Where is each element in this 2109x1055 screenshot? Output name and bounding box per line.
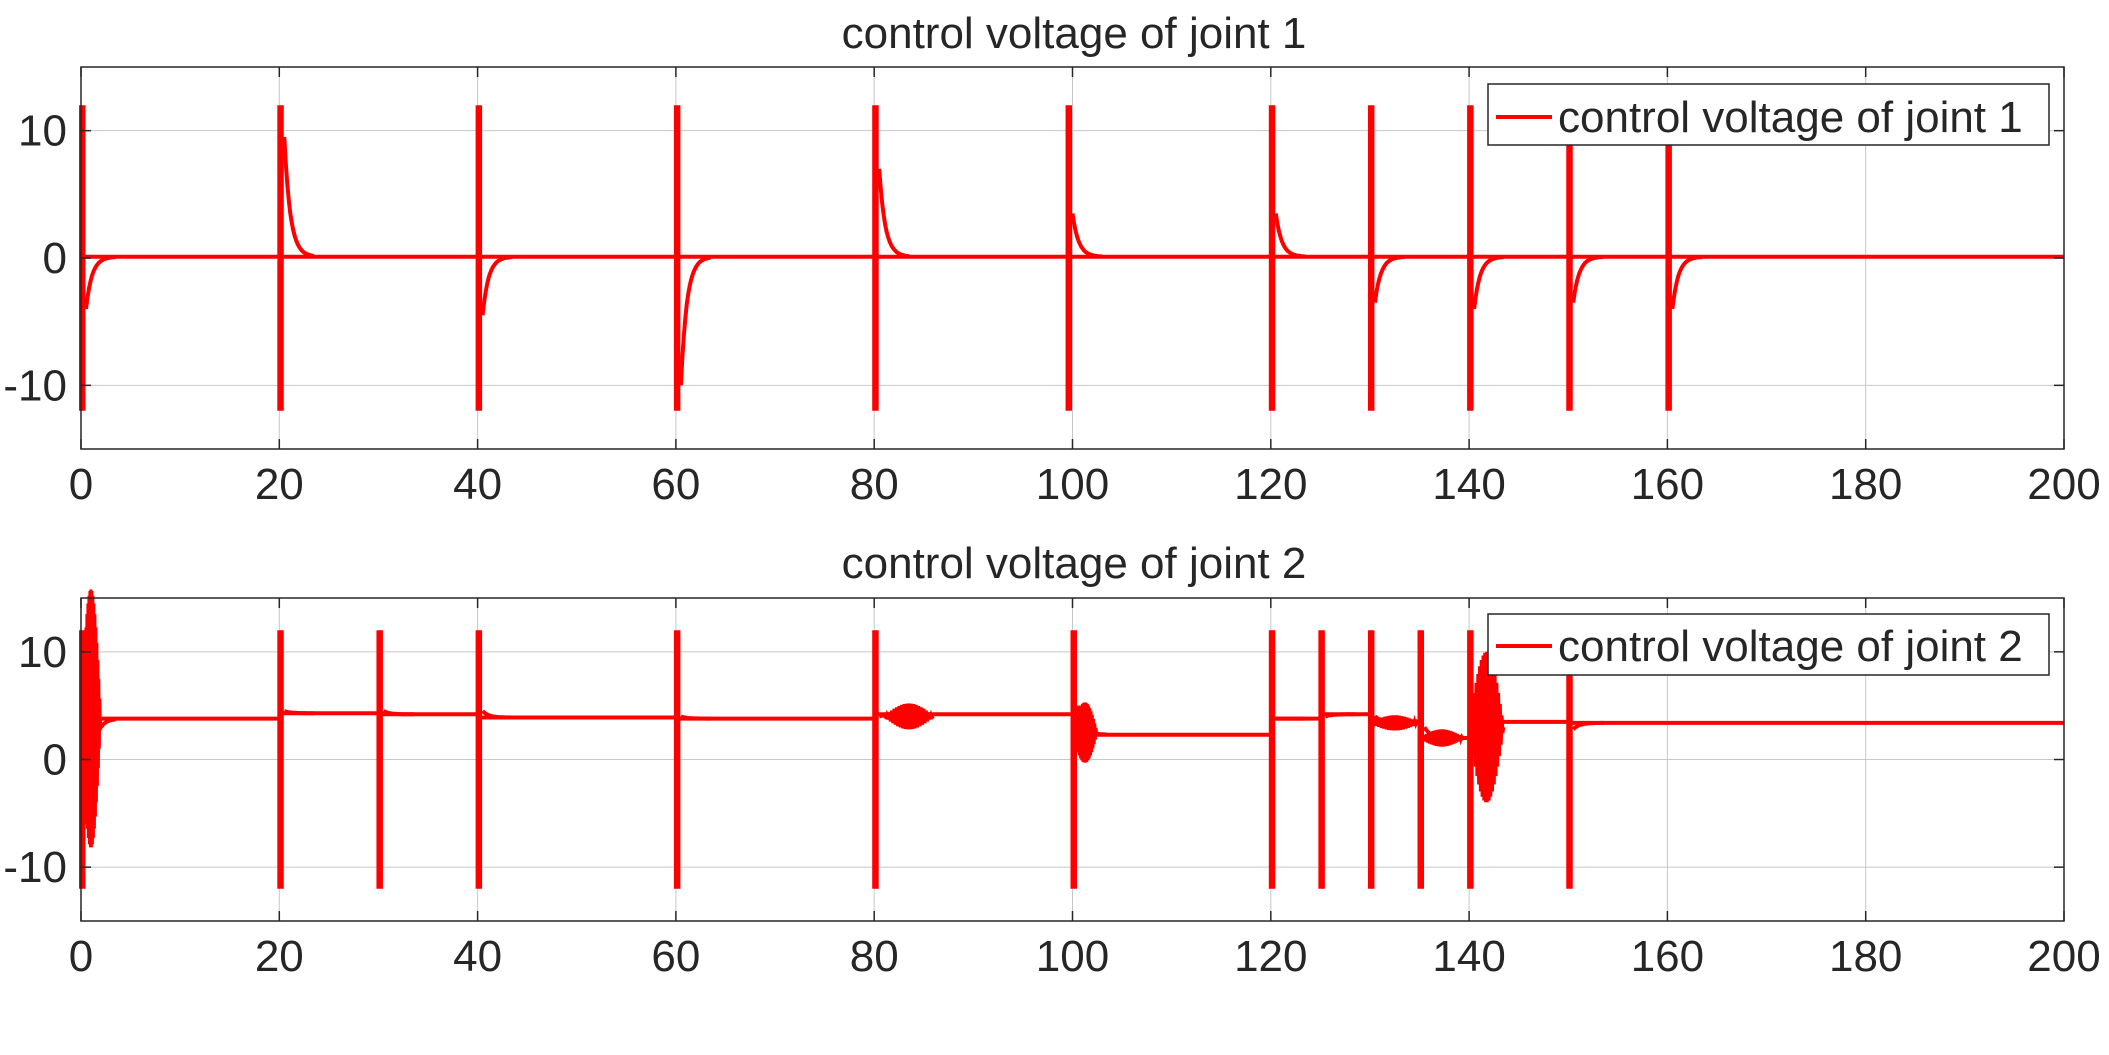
x-tick-label: 20	[255, 460, 304, 509]
legend: control voltage of joint 1	[1487, 83, 2050, 146]
series-spike-tail	[1324, 712, 1356, 719]
y-tick-label: 10	[18, 628, 67, 677]
series-spike-tail	[84, 255, 116, 310]
x-tick-label: 180	[1829, 460, 1902, 509]
x-tick-label: 200	[2027, 932, 2100, 981]
series-spike-tail	[1273, 213, 1306, 259]
series-spike-tail	[282, 136, 315, 258]
y-tick-label: -10	[3, 361, 67, 410]
axis-ticks: 0 20 40 60 80 100 120 140 160 180 200 -10 0 10	[3, 67, 2101, 509]
series-spike-tail	[1472, 255, 1504, 310]
y-tick-label: 10	[18, 107, 67, 156]
series-oscillation	[1418, 729, 1465, 747]
series-oscillation	[883, 703, 935, 730]
x-tick-label: 200	[2027, 460, 2100, 509]
series-spike-tail	[680, 714, 711, 721]
chart-title: control voltage of joint 2	[842, 539, 1307, 588]
series-spike-tail	[1373, 714, 1405, 724]
x-tick-label: 100	[1036, 932, 1109, 981]
x-tick-label: 180	[1829, 932, 1902, 981]
chart-panel-joint-1: control voltage of joint 1 0 20 40 60 80 100 1…	[3, 9, 2100, 509]
series-spike-tail	[1075, 705, 1108, 737]
series-spike-tail	[382, 709, 414, 717]
series-spike-tail	[283, 709, 314, 716]
series-spike-tail	[1571, 255, 1604, 303]
series-line	[79, 589, 2064, 889]
series-line	[79, 105, 2064, 411]
legend-box	[1487, 83, 2050, 146]
series-oscillation	[1467, 651, 1506, 803]
legend-label: control voltage of joint 2	[1558, 622, 2023, 671]
series-spike-tail	[678, 255, 711, 386]
x-tick-label: 100	[1036, 460, 1109, 509]
x-tick-label: 20	[255, 932, 304, 981]
x-tick-label: 40	[453, 460, 502, 509]
x-tick-label: 40	[453, 932, 502, 981]
chart-panel-joint-2: control voltage of joint 2 0 20 40 60 80 100 1…	[3, 539, 2100, 981]
y-tick-label: -10	[3, 843, 67, 892]
x-tick-label: 60	[651, 932, 700, 981]
x-tick-label: 160	[1631, 460, 1704, 509]
series-spike-tail	[1670, 255, 1703, 310]
series-spike-tail	[1373, 255, 1405, 303]
x-tick-label: 80	[850, 460, 899, 509]
series-spike-tail	[877, 168, 910, 259]
series-spike-tail	[1472, 714, 1504, 724]
x-tick-label: 140	[1432, 460, 1505, 509]
series-spike-tail	[84, 717, 116, 825]
series-oscillation	[1369, 714, 1421, 731]
chart-title: control voltage of joint 1	[842, 9, 1307, 58]
y-tick-label: 0	[43, 736, 67, 785]
series-spike-tail	[878, 712, 909, 719]
x-tick-label: 160	[1631, 932, 1704, 981]
series-spike-tail	[1070, 213, 1103, 259]
legend-label: control voltage of joint 1	[1558, 93, 2023, 142]
legend-box	[1487, 613, 2050, 676]
x-tick-label: 0	[69, 460, 93, 509]
x-tick-label: 120	[1234, 932, 1307, 981]
series-spike-tail	[1571, 720, 1603, 731]
series-spike-tail	[1422, 726, 1455, 740]
series-spike-tail	[481, 709, 513, 720]
x-tick-label: 120	[1234, 460, 1307, 509]
legend: control voltage of joint 2	[1487, 613, 2050, 676]
x-tick-label: 0	[69, 932, 93, 981]
series-spike-tail	[480, 255, 513, 316]
y-tick-label: 0	[43, 234, 67, 283]
x-tick-label: 60	[651, 460, 700, 509]
x-tick-label: 80	[850, 932, 899, 981]
x-tick-label: 140	[1432, 932, 1505, 981]
